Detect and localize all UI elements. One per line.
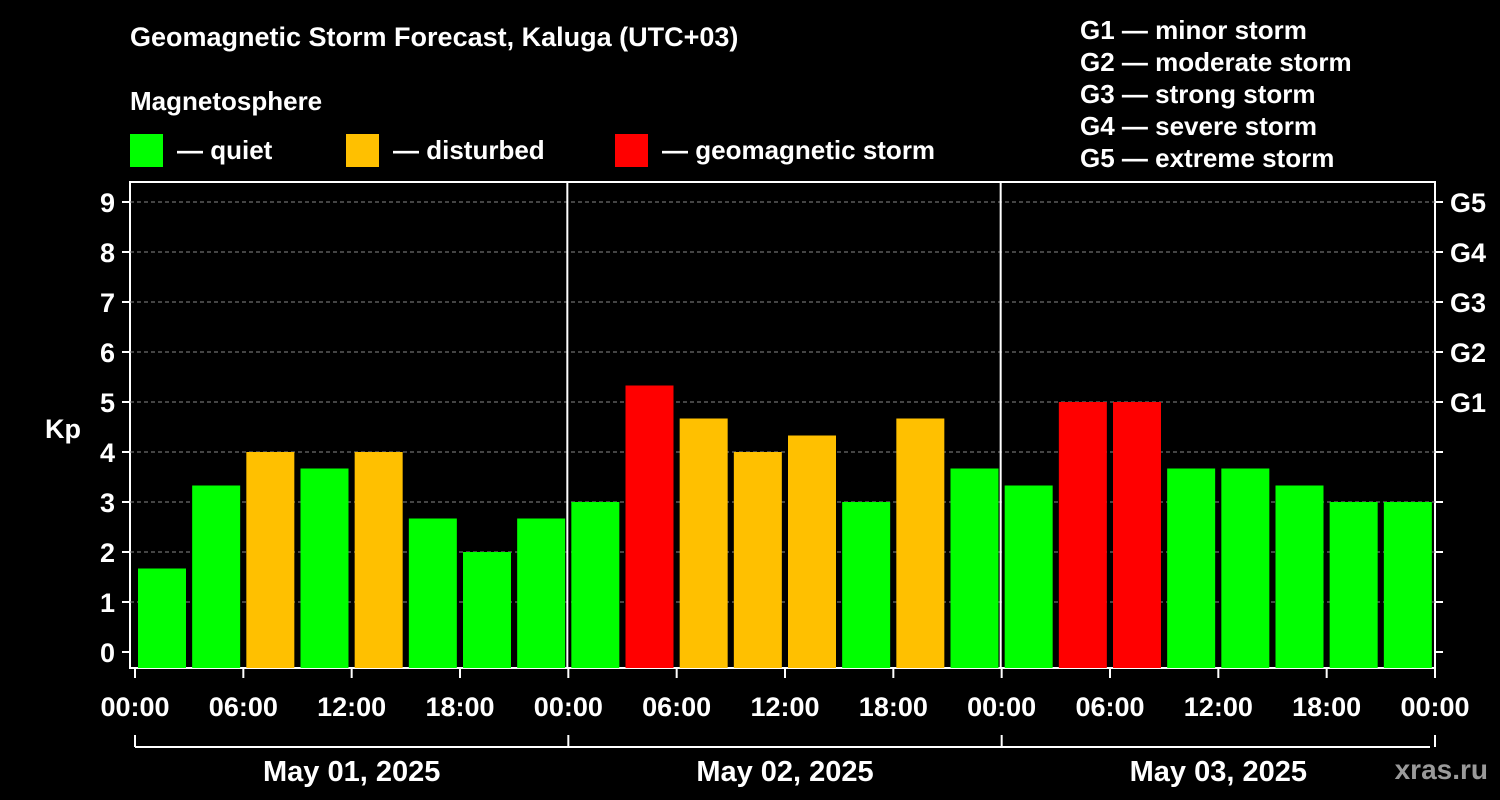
kp-bar [1113, 402, 1161, 668]
g-scale-item: G3 — strong storm [1080, 79, 1316, 109]
y-axis-label: Kp [45, 414, 81, 444]
g-scale-axis-label: G5 [1450, 188, 1486, 218]
day-label: May 03, 2025 [1130, 756, 1307, 788]
kp-bar [1058, 402, 1107, 668]
legend-label-quiet: — quiet [177, 134, 273, 165]
g-scale-axis-label: G1 [1450, 388, 1486, 418]
kp-bar [1383, 502, 1432, 668]
kp-bar [842, 502, 891, 668]
kp-bar [625, 385, 674, 668]
watermark: xras.ru [1394, 754, 1488, 785]
kp-bar [1167, 468, 1216, 668]
legend-disturbed: — disturbed [346, 133, 545, 167]
y-tick-label: 2 [100, 538, 115, 568]
x-tick-label: 00:00 [1400, 692, 1469, 722]
kp-bar [950, 468, 999, 668]
kp-bar [1329, 502, 1378, 668]
g-scale-item: G2 — moderate storm [1080, 47, 1352, 77]
legend-swatch-quiet [130, 133, 163, 167]
legend-label-storm: — geomagnetic storm [662, 134, 936, 165]
kp-bar [517, 518, 566, 668]
kp-bar [192, 485, 241, 668]
kp-bar [408, 518, 457, 668]
x-tick-label: 12:00 [1184, 692, 1253, 722]
x-tick-label: 06:00 [209, 692, 278, 722]
magnetosphere-label: Magnetosphere [130, 86, 323, 116]
y-tick-label: 8 [100, 238, 115, 268]
kp-bar [733, 452, 782, 668]
x-tick-label: 00:00 [100, 692, 169, 722]
g-scale-axis-label: G4 [1450, 238, 1486, 268]
g-scale-item: G4 — severe storm [1080, 111, 1318, 141]
y-tick-label: 4 [100, 438, 115, 468]
legend-label-disturbed: — disturbed [393, 134, 545, 165]
kp-bar [1221, 468, 1270, 668]
chart-title: Geomagnetic Storm Forecast, Kaluga (UTC+… [130, 22, 739, 52]
kp-bar [571, 502, 620, 668]
x-tick-label: 12:00 [317, 692, 386, 722]
kp-bar [138, 568, 186, 668]
legend-swatch-storm [615, 133, 648, 167]
y-tick-label: 6 [100, 338, 115, 368]
x-tick-label: 06:00 [642, 692, 711, 722]
kp-bar [896, 418, 945, 668]
kp-bar [788, 435, 836, 668]
legend-quiet: — quiet [130, 133, 272, 167]
day-label: May 01, 2025 [263, 756, 440, 788]
x-tick-label: 06:00 [1075, 692, 1144, 722]
kp-bar [1275, 485, 1324, 668]
g-scale-axis-label: G2 [1450, 338, 1486, 368]
y-tick-label: 9 [100, 188, 115, 218]
g-scale-legend: G1 — minor storm G2 — moderate storm G3 … [1080, 14, 1352, 174]
plot-frame [129, 181, 1436, 669]
kp-bar [463, 552, 511, 668]
kp-bar [679, 418, 728, 668]
legend-swatch-disturbed [346, 133, 379, 167]
y-tick-label: 3 [100, 488, 115, 518]
y-tick-label: 0 [100, 638, 115, 668]
g-scale-item: G5 — extreme storm [1080, 143, 1335, 173]
g-scale-axis-label: G3 [1450, 288, 1486, 318]
x-tick-label: 00:00 [967, 692, 1036, 722]
x-tick-label: 12:00 [750, 692, 819, 722]
x-tick-label: 18:00 [859, 692, 928, 722]
kp-bar [246, 452, 295, 668]
y-tick-label: 5 [100, 388, 115, 418]
y-tick-label: 1 [100, 588, 115, 618]
day-label: May 02, 2025 [696, 756, 873, 788]
legend-storm: — geomagnetic storm [615, 133, 935, 167]
x-tick-label: 00:00 [534, 692, 603, 722]
x-tick-label: 18:00 [425, 692, 494, 722]
y-tick-label: 7 [100, 288, 115, 318]
g-scale-item: G1 — minor storm [1080, 15, 1307, 45]
kp-bar [1004, 485, 1053, 668]
kp-bar [354, 452, 403, 668]
x-tick-label: 18:00 [1292, 692, 1361, 722]
kp-bar [300, 468, 349, 668]
